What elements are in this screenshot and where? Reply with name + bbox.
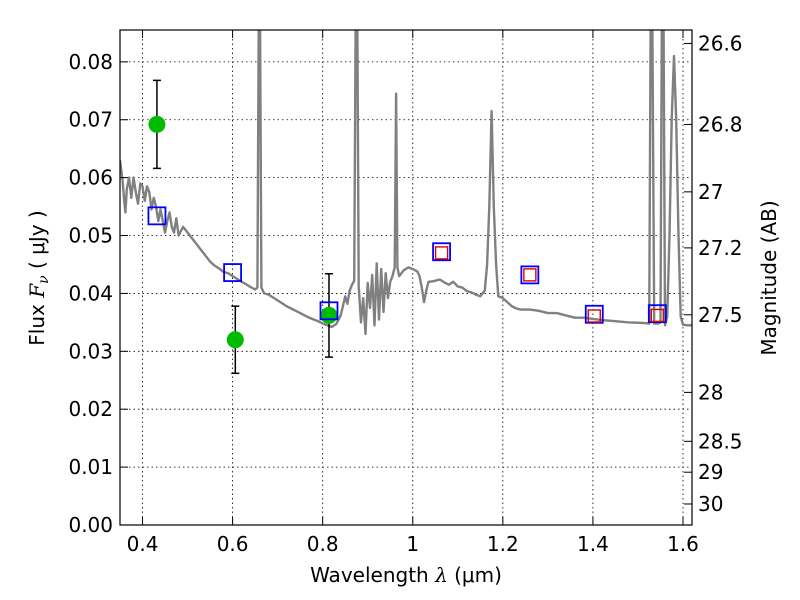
x-tick-label: 1.2	[487, 532, 519, 556]
x-tick-label: 1.4	[577, 532, 609, 556]
tick-labels: 0.4 0.6 0.8 1 1.2 1.4 1.6 0.00 0.01 0.02 0.03 0.04 0…	[68, 31, 742, 556]
y2-tick-label: 29	[698, 460, 723, 484]
x-tick-label: 1	[406, 532, 419, 556]
model-square	[432, 242, 451, 262]
y2-tick-label: 26.8	[698, 112, 743, 136]
y2-axis-label: Magnitude (AB)	[757, 200, 781, 355]
grid-lines	[120, 30, 692, 525]
measured-point	[148, 115, 166, 133]
y-tick-label: 0.00	[68, 513, 113, 537]
x-tick-label: 0.6	[217, 532, 249, 556]
y2-tick-label: 28.5	[698, 429, 743, 453]
y-tick-label: 0.03	[68, 339, 113, 363]
y-tick-label: 0.01	[68, 455, 113, 479]
measured-point	[320, 306, 338, 324]
y2-tick-label: 27	[698, 180, 723, 204]
x-tick-label: 0.4	[127, 532, 159, 556]
measured-point	[226, 331, 244, 349]
x-tick-label: 0.8	[307, 532, 339, 556]
y-tick-label: 0.06	[68, 166, 113, 190]
model-square	[319, 301, 339, 321]
y-tick-label: 0.02	[68, 397, 113, 421]
y2-tick-label: 28	[698, 380, 723, 404]
x-axis-label: Wavelength λ (μm)	[310, 563, 502, 587]
y-tick-label: 0.05	[68, 224, 113, 248]
model-square	[147, 206, 167, 226]
y2-tick-label: 26.6	[698, 31, 743, 55]
red-square	[650, 308, 665, 323]
plot-area	[120, 30, 692, 375]
x-tick-label: 1.6	[667, 532, 699, 556]
y-axis-label: Flux Fν ( μJy )	[25, 210, 52, 345]
model-square	[223, 263, 242, 282]
red-square	[434, 246, 449, 260]
model-square	[647, 304, 667, 324]
red-square	[587, 309, 601, 323]
plot-frame	[119, 29, 693, 526]
y-tick-label: 0.08	[68, 50, 113, 74]
model-square	[584, 304, 604, 324]
y2-tick-label: 30	[698, 492, 723, 516]
series-layer	[120, 30, 692, 375]
y2-tick-label: 27.5	[698, 303, 743, 327]
spectrum-line	[120, 30, 692, 336]
red-square	[523, 268, 537, 282]
axis-ticks	[120, 30, 692, 526]
y2-tick-label: 27.2	[698, 236, 743, 260]
y-tick-label: 0.04	[68, 281, 113, 305]
model-square	[520, 265, 540, 285]
y-tick-label: 0.07	[68, 108, 113, 132]
